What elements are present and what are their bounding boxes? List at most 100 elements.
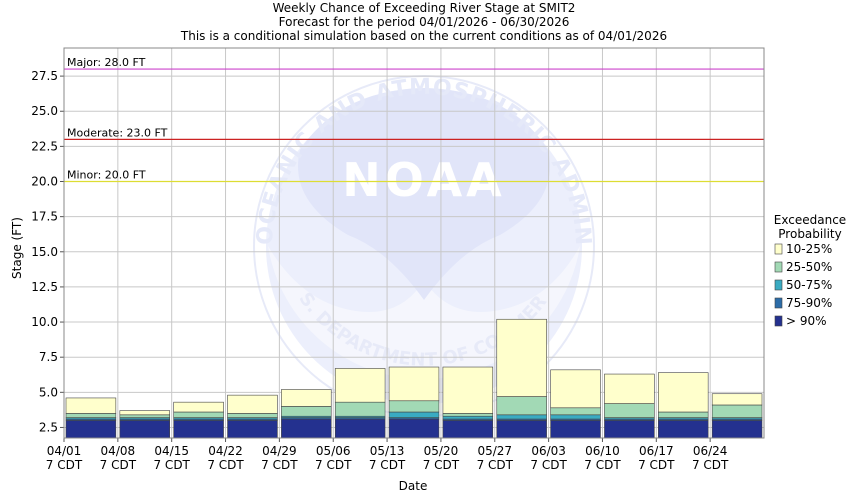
bar-segment-p25-50 (65, 413, 117, 418)
bar-segment-p10-25 (442, 366, 494, 414)
y-tick-label: 20.0 (31, 175, 58, 189)
bar-segment-p25-50 (119, 414, 170, 418)
chart-title: Weekly Chance of Exceeding River Stage a… (273, 1, 576, 15)
bars (65, 318, 763, 439)
x-tick-sublabel: 7 CDT (423, 458, 460, 472)
bar-segment-p90 (550, 420, 601, 439)
bar-segment-p90 (119, 420, 170, 439)
noaa-bird-shape (298, 88, 550, 300)
bar-segment-p25-50 (442, 413, 494, 417)
legend-swatch (774, 279, 783, 291)
bar-segment-p10-25 (711, 393, 763, 406)
bar-segment-p90 (658, 420, 709, 439)
x-tick-sublabel: 7 CDT (46, 458, 83, 472)
x-tick-label: 04/08 (101, 444, 136, 458)
x-tick-label: 05/20 (424, 444, 459, 458)
legend-item-label: 25-50% (786, 260, 832, 274)
bar-segment-p10-25 (658, 372, 709, 413)
chart-subtitle-conditions: This is a conditional simulation based o… (180, 29, 667, 43)
y-axis: 2.5 5.0 7.5 10.0 12.5 15.0 17.5 20.0 22.5 25.0 27.… (31, 69, 64, 434)
x-tick-label: 06/03 (531, 444, 566, 458)
bar-segment-p90 (281, 418, 332, 439)
bar-segment-p10-25 (604, 373, 655, 404)
bar-segment-p90 (334, 418, 386, 439)
legend-swatch (774, 297, 783, 309)
legend-swatch (774, 315, 783, 327)
y-tick-label: 22.5 (31, 139, 58, 153)
x-tick-sublabel: 7 CDT (100, 458, 137, 472)
x-tick-sublabel: 7 CDT (584, 458, 621, 472)
legend-title-line1: Exceedance (774, 213, 846, 227)
legend-item-label: 75-90% (786, 296, 832, 310)
bar-segment-p10-25 (550, 369, 601, 409)
y-tick-label: 10.0 (31, 315, 58, 329)
y-tick-label: 27.5 (31, 69, 58, 83)
x-tick-sublabel: 7 CDT (315, 458, 352, 472)
bar-segment-p10-25 (281, 389, 332, 407)
x-tick-sublabel: 7 CDT (369, 458, 406, 472)
watermark-noaa-text: NOAA (342, 153, 506, 207)
plot-border (63, 47, 765, 439)
threshold-label: Moderate: 23.0 FT (67, 126, 168, 139)
y-axis-label: Stage (FT) (10, 217, 24, 279)
x-tick-sublabel: 7 CDT (530, 458, 567, 472)
bar-segment-p25-50 (658, 411, 709, 418)
y-tick-label: 5.0 (39, 385, 58, 399)
bar-segment-p10-25 (173, 401, 224, 413)
bar-segment-p90 (711, 420, 763, 439)
bar-segment-p10-25 (334, 368, 386, 403)
bar-segment-p25-50 (281, 406, 332, 417)
y-tick-label: 17.5 (31, 210, 58, 224)
bar-segment-p25-50 (334, 401, 386, 417)
x-tick-label: 05/06 (316, 444, 351, 458)
bar-segment-p10-25 (119, 410, 170, 416)
bar-segment-p25-50 (604, 403, 655, 418)
bar-segment-p50-75 (550, 414, 601, 420)
bar-segment-p25-50 (496, 396, 547, 416)
bar-segment-p90 (496, 420, 547, 439)
bar-segment-p25-50 (388, 400, 440, 413)
legend-swatch (774, 261, 783, 273)
bar-segment-p50-75 (496, 414, 547, 420)
x-tick-sublabel: 7 CDT (207, 458, 244, 472)
bar-segment-p10-25 (65, 397, 117, 414)
bar-segment-p90 (65, 420, 117, 439)
y-tick-label: 12.5 (31, 280, 58, 294)
bar-segment-p50-75 (388, 411, 440, 418)
threshold-lines: Major: 28.0 FT Moderate: 23.0 FT Minor: 20… (64, 56, 764, 183)
bar-segment-p90 (173, 420, 224, 439)
legend: Exceedance Probability 10-25% 25-50% 50-75… (774, 213, 846, 328)
bar-segment-p10-25 (227, 394, 278, 414)
x-tick-sublabel: 7 CDT (692, 458, 729, 472)
bar-segment-p10-25 (496, 318, 547, 397)
bar-segment-p25-50 (550, 407, 601, 416)
bar-segment-p25-50 (227, 413, 278, 418)
legend-item-label: > 90% (786, 314, 827, 328)
x-tick-label: 04/01 (47, 444, 82, 458)
x-tick-label: 04/29 (262, 444, 297, 458)
threshold-label: Major: 28.0 FT (67, 56, 146, 69)
bar-segment-p50-75 (442, 415, 494, 420)
bar-segment-p90 (442, 420, 494, 439)
legend-title-line2: Probability (778, 227, 841, 241)
legend-swatch (774, 243, 783, 255)
x-tick-label: 05/13 (370, 444, 405, 458)
x-axis-label: Date (399, 479, 428, 493)
bar-segment-p25-50 (711, 404, 763, 418)
x-tick-label: 05/27 (477, 444, 512, 458)
bar-segment-p90 (604, 420, 655, 439)
bar-segment-p10-25 (388, 366, 440, 402)
x-tick-sublabel: 7 CDT (638, 458, 675, 472)
y-tick-label: 7.5 (39, 350, 58, 364)
y-tick-label: 25.0 (31, 104, 58, 118)
x-tick-sublabel: 7 CDT (261, 458, 298, 472)
threshold-label: Minor: 20.0 FT (67, 169, 146, 182)
chart-subtitle-period: Forecast for the period 04/01/2026 - 06/… (279, 15, 570, 29)
x-tick-label: 06/17 (639, 444, 674, 458)
bar-segment-p90 (388, 418, 440, 439)
y-tick-label: 15.0 (31, 245, 58, 259)
x-tick-label: 06/10 (585, 444, 620, 458)
bar-segment-p90 (227, 420, 278, 439)
